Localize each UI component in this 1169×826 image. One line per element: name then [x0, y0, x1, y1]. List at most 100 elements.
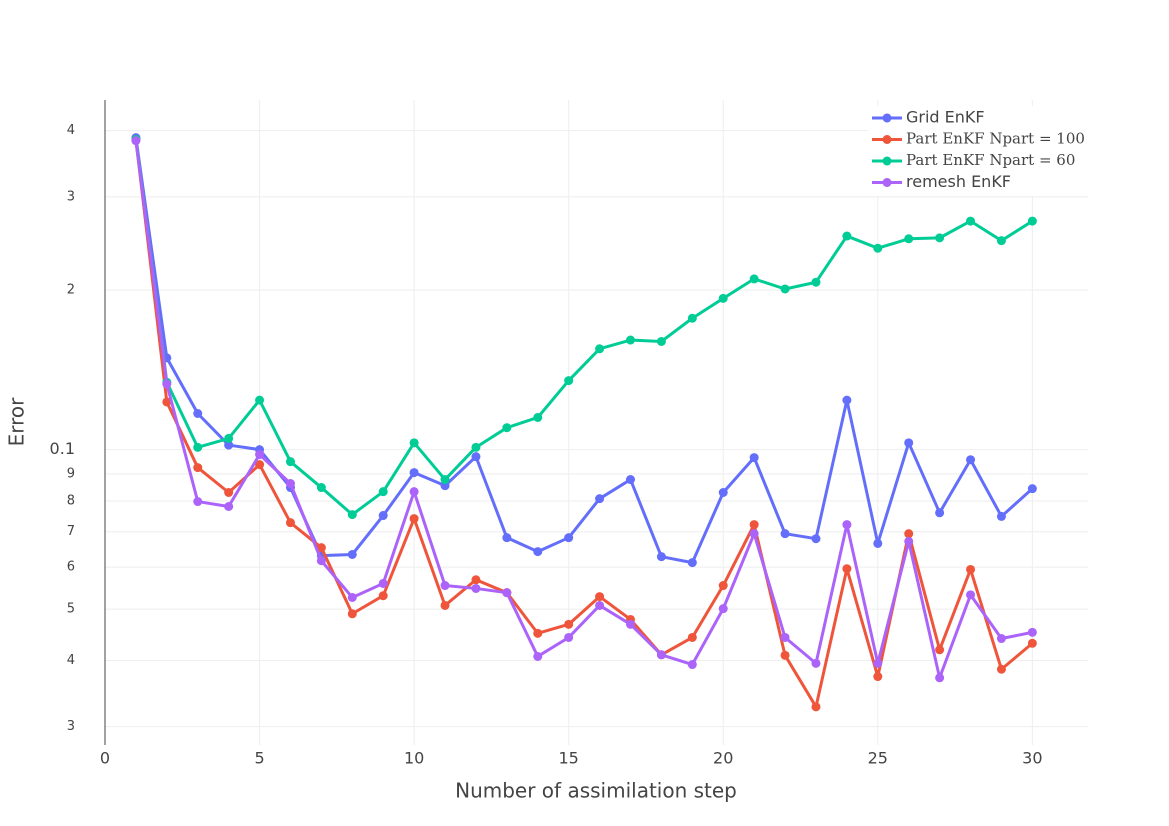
y-tick-label: 7: [67, 524, 75, 539]
data-point: [811, 702, 821, 712]
y-tick-label: 5: [67, 602, 75, 617]
y-tick-label: 0.1: [50, 439, 75, 458]
data-point: [842, 231, 852, 241]
x-tick-label: 25: [868, 749, 888, 768]
y-tick-label: 9: [67, 466, 75, 481]
x-tick-label: 15: [558, 749, 578, 768]
data-point: [626, 475, 636, 485]
y-tick-label: 8: [67, 493, 75, 508]
data-point: [255, 460, 265, 470]
data-point: [966, 564, 976, 574]
data-point: [749, 529, 759, 539]
data-point: [564, 632, 574, 642]
data-point: [378, 487, 388, 497]
data-point: [471, 452, 481, 462]
data-point: [1027, 627, 1037, 637]
data-point: [626, 619, 636, 629]
y-tick-label: 4: [67, 653, 75, 668]
data-point: [996, 634, 1006, 644]
data-point: [687, 313, 697, 323]
series-line: [134, 137, 1034, 565]
y-axis-title: Error: [5, 397, 29, 447]
legend-label: Part EnKF Npart = 60: [906, 151, 1075, 169]
x-tick-label: 5: [254, 749, 264, 768]
data-point: [780, 632, 790, 642]
data-point: [285, 479, 295, 489]
data-point: [378, 511, 388, 521]
data-point: [1027, 638, 1037, 648]
data-point: [347, 592, 357, 602]
data-point: [533, 547, 543, 557]
data-point: [224, 440, 234, 450]
data-point: [966, 216, 976, 226]
data-point: [996, 511, 1006, 521]
data-point: [718, 487, 728, 497]
data-point: [409, 487, 419, 497]
data-point: [440, 600, 450, 610]
y-tick-label: 3: [67, 189, 75, 204]
data-point: [873, 658, 883, 668]
data-point: [440, 475, 450, 485]
data-point: [687, 660, 697, 670]
data-point: [533, 628, 543, 638]
data-point: [316, 556, 326, 566]
data-point: [935, 233, 945, 243]
data-point: [811, 658, 821, 668]
data-point: [564, 619, 574, 629]
data-point: [718, 293, 728, 303]
data-point: [533, 412, 543, 422]
data-point: [749, 520, 759, 530]
series-line: [134, 140, 1033, 680]
data-point: [873, 672, 883, 682]
data-point: [595, 494, 605, 504]
data-point: [502, 588, 512, 598]
data-point: [502, 423, 512, 433]
data-point: [471, 583, 481, 593]
y-tick-label: 3: [67, 719, 75, 734]
data-point: [811, 534, 821, 544]
y-tick-label: 2: [67, 283, 75, 298]
data-point: [162, 379, 172, 389]
data-point: [718, 604, 728, 614]
data-point: [347, 510, 357, 520]
data-point: [656, 336, 666, 346]
x-tick-label: 0: [100, 749, 110, 768]
legend-marker: [882, 135, 892, 144]
data-point: [471, 575, 481, 585]
data-point: [378, 578, 388, 588]
data-point: [224, 433, 234, 443]
legend: Grid EnKF Part EnKF Npart = 100 Part EnKF …: [868, 106, 1108, 196]
data-point: [131, 136, 141, 146]
data-point: [347, 609, 357, 619]
data-point: [193, 463, 203, 473]
legend-marker: [882, 156, 892, 166]
data-point: [966, 590, 976, 600]
data-point: [255, 395, 265, 405]
data-point: [285, 457, 295, 467]
data-point: [780, 284, 790, 294]
data-point: [224, 487, 234, 497]
series-line: [134, 139, 1034, 517]
data-point: [687, 558, 697, 568]
data-point: [316, 483, 326, 493]
series-line: [134, 139, 1034, 709]
data-point: [904, 234, 914, 244]
data-point: [749, 453, 759, 463]
data-point: [904, 438, 914, 448]
data-point: [471, 442, 481, 452]
data-point: [935, 645, 945, 655]
data-point: [193, 408, 203, 418]
data-point: [904, 536, 914, 546]
data-point: [842, 564, 852, 574]
data-point: [904, 529, 914, 539]
legend-marker: [882, 178, 892, 187]
data-point: [193, 442, 203, 452]
data-point: [811, 277, 821, 287]
data-point: [842, 520, 852, 530]
data-point: [656, 650, 666, 660]
data-point: [255, 450, 265, 460]
legend-marker: [882, 113, 892, 123]
data-point: [347, 549, 357, 559]
data-point: [780, 529, 790, 539]
